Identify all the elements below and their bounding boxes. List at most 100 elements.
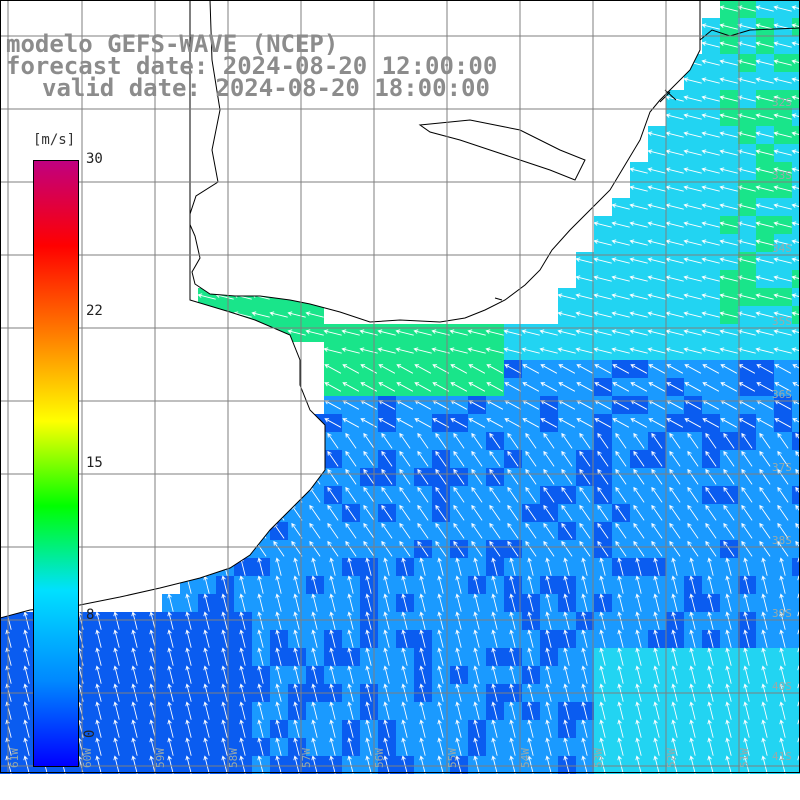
wind-arrow: [185, 611, 192, 630]
wind-arrow: [683, 203, 702, 210]
wind-arrow: [779, 701, 786, 720]
wind-arrow: [666, 364, 684, 374]
wind-arrow: [417, 432, 429, 449]
wind-arrow: [453, 486, 465, 503]
wind-arrow: [432, 364, 450, 374]
field-cell: [792, 450, 800, 468]
wind-arrow: [689, 611, 696, 630]
wind-arrow: [327, 468, 339, 485]
wind-arrow: [363, 486, 375, 503]
wind-arrow: [581, 737, 588, 756]
longitude-label: 58W: [227, 748, 240, 768]
wind-arrow: [453, 540, 465, 557]
wind-arrow: [741, 486, 753, 503]
wind-arrow: [113, 701, 120, 720]
wind-arrow: [707, 701, 714, 720]
wind-arrow: [599, 575, 606, 594]
wind-arrow: [327, 540, 339, 557]
wind-arrow: [311, 647, 318, 666]
wind-arrow: [791, 131, 800, 136]
wind-arrow: [611, 239, 630, 246]
wind-arrow: [629, 167, 648, 174]
wind-arrow: [365, 719, 372, 738]
wind-arrow: [342, 382, 360, 392]
wind-arrow: [401, 719, 408, 738]
wind-arrow: [383, 701, 390, 720]
wind-arrow: [701, 275, 720, 282]
wind-arrow: [743, 665, 750, 684]
wind-arrow: [684, 382, 702, 392]
wind-arrow: [509, 701, 516, 720]
wind-arrow: [701, 329, 720, 336]
field-cell: [792, 720, 800, 738]
wind-arrow: [635, 719, 642, 738]
wind-arrow: [342, 418, 360, 428]
wind-arrow: [473, 665, 480, 684]
field-cell: [792, 756, 800, 774]
wind-arrow: [345, 468, 357, 485]
wind-arrow: [669, 522, 681, 539]
wind-arrow: [773, 95, 792, 102]
wind-arrow: [239, 629, 246, 648]
wind-arrow: [399, 486, 411, 503]
longitude-label: 60W: [81, 748, 94, 768]
wind-arrow: [381, 504, 393, 521]
wind-arrow: [257, 665, 264, 684]
wind-arrow: [95, 611, 102, 630]
wind-arrow: [755, 275, 774, 282]
wind-arrow: [558, 418, 576, 428]
wind-arrow: [653, 557, 660, 576]
wind-arrow: [113, 755, 120, 774]
wind-arrow: [257, 629, 264, 648]
wind-arrow: [791, 167, 800, 172]
wind-arrow: [455, 629, 462, 648]
wind-arrow: [149, 755, 156, 774]
wind-arrow: [414, 418, 432, 428]
wind-arrow: [563, 575, 570, 594]
wind-arrow: [453, 432, 465, 449]
wind-arrow: [167, 593, 174, 612]
wind-arrow: [615, 468, 627, 485]
wind-arrow: [791, 41, 800, 46]
wind-arrow: [149, 629, 156, 648]
wind-arrow: [167, 629, 174, 648]
title-valid-date: valid date: 2024-08-20 18:00:00: [42, 74, 490, 102]
wind-arrow: [755, 329, 774, 336]
wind-arrow: [576, 418, 594, 428]
wind-arrow: [293, 575, 300, 594]
wind-arrow: [579, 468, 591, 485]
wind-arrow: [455, 701, 462, 720]
wind-arrow: [777, 486, 789, 503]
wind-arrow: [561, 540, 573, 557]
wind-arrow: [743, 701, 750, 720]
wind-arrow: [689, 647, 696, 666]
wind-arrow: [593, 275, 612, 282]
wind-arrow: [707, 557, 714, 576]
wind-arrow: [257, 701, 264, 720]
wind-arrow: [791, 23, 800, 28]
wind-arrow: [701, 59, 720, 66]
wind-arrow: [471, 432, 483, 449]
wind-arrow: [311, 719, 318, 738]
wind-arrow: [795, 522, 800, 531]
wind-arrow: [471, 540, 483, 557]
wind-arrow: [779, 719, 786, 738]
field-cell: [792, 396, 800, 414]
wind-arrow: [507, 504, 519, 521]
wind-arrow: [723, 486, 735, 503]
wind-arrow: [755, 95, 774, 102]
field-cell: [792, 504, 800, 522]
wind-arrow: [485, 329, 504, 336]
wind-arrow: [419, 629, 426, 648]
wind-arrow: [471, 468, 483, 485]
wind-arrow: [251, 311, 270, 318]
wind-arrow: [581, 701, 588, 720]
wind-arrow: [417, 504, 429, 521]
wind-arrow: [113, 719, 120, 738]
wind-arrow: [419, 701, 426, 720]
wind-arrow: [653, 665, 660, 684]
wind-arrow: [737, 113, 756, 120]
field-cell: [792, 486, 800, 504]
wind-arrow: [720, 418, 738, 428]
wind-arrow: [701, 257, 720, 264]
